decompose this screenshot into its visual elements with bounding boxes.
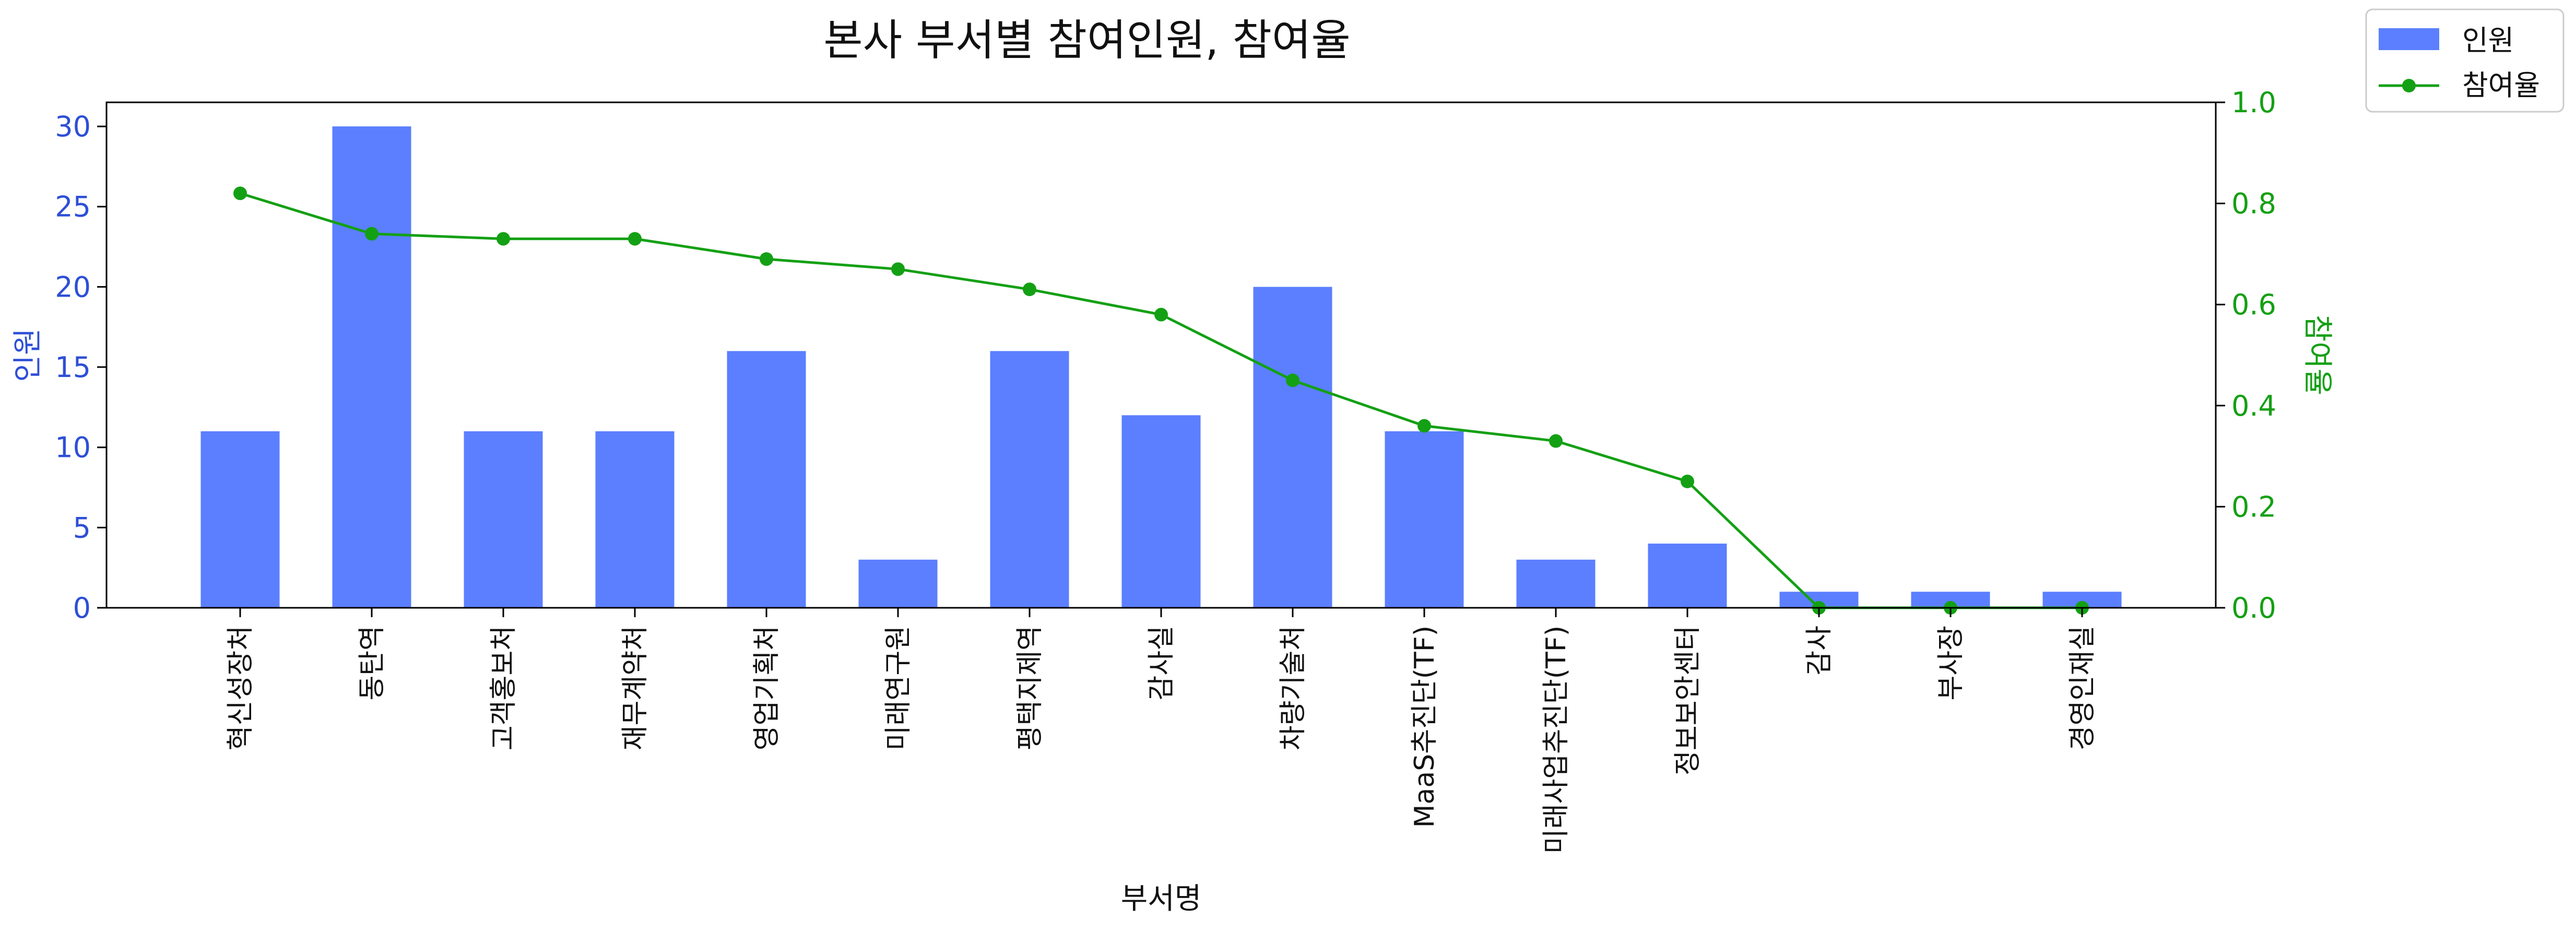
bar-5: [858, 559, 938, 608]
y-left-axis-title: 인원: [11, 328, 45, 382]
x-tick-label-13: 부사장: [1935, 626, 1967, 701]
x-tick-label-5: 미래연구원: [883, 626, 914, 750]
y-left-tick-label-0: 0: [73, 592, 91, 624]
bar-11: [1648, 544, 1727, 608]
x-axis-title: 부서명: [1121, 882, 1202, 916]
x-tick-label-8: 차량기술처: [1278, 626, 1309, 750]
bar-6: [990, 351, 1069, 608]
legend-swatch-marker: [2402, 79, 2416, 92]
line-point-1: [365, 227, 379, 241]
legend-swatch-bar: [2379, 28, 2439, 50]
line-point-9: [1417, 419, 1431, 433]
y-left-tick-label-3: 15: [55, 351, 91, 384]
line-point-0: [233, 186, 247, 201]
legend-label-bar: 인원: [2462, 24, 2514, 57]
y-left-tick-label-6: 30: [55, 110, 91, 143]
bar-1: [332, 126, 411, 608]
y-right-tick-label-0: 0.0: [2231, 592, 2276, 624]
line-point-4: [760, 252, 773, 266]
line-point-2: [497, 232, 510, 246]
y-left-tick-label-1: 5: [73, 511, 91, 544]
y-left-tick-label-5: 25: [55, 191, 91, 223]
line-point-10: [1549, 434, 1563, 448]
y-right-axis-title: 참여율: [2300, 315, 2334, 396]
x-tick-label-14: 경영인재실: [2067, 626, 2098, 750]
x-tick-label-12: 감사: [1804, 626, 1835, 676]
x-tick-label-2: 고객홍보처: [488, 626, 519, 750]
x-tick-label-6: 평택지제역: [1014, 626, 1046, 750]
y-left-tick-label-2: 10: [55, 431, 91, 464]
line-point-5: [891, 262, 905, 276]
line-point-8: [1286, 373, 1299, 387]
bar-0: [200, 431, 280, 608]
line-point-3: [628, 232, 642, 246]
x-tick-label-0: 혁신성장처: [225, 626, 256, 750]
line-point-6: [1023, 282, 1036, 297]
plot-frame: [105, 101, 2217, 609]
legend-label-line: 참여율: [2462, 69, 2540, 102]
plot-area: 0 5 10 15 20 25 30 0.0 0.2 0.4 0.6 0.8 1.0 혁신성장처 동탄역 고객…: [55, 86, 2276, 854]
y-right-tick-label-4: 0.8: [2231, 187, 2276, 220]
x-tick-label-7: 감사실: [1146, 626, 1177, 701]
x-tick-label-10: 미래사업추진단(TF): [1541, 626, 1572, 854]
bar-8: [1253, 287, 1332, 608]
bar-4: [727, 351, 806, 608]
chart-title: 본사 부서별 참여인원, 참여율: [823, 16, 1351, 65]
y-right-tick-label-2: 0.4: [2231, 390, 2276, 422]
y-left-tick-label-4: 20: [55, 270, 91, 303]
x-tick-label-11: 정보보안센터: [1672, 626, 1704, 775]
line-point-11: [1681, 475, 1694, 488]
bar-10: [1516, 559, 1596, 608]
x-tick-label-4: 영업기획처: [751, 626, 783, 750]
bar-3: [595, 431, 675, 608]
y-right-tick-label-1: 0.2: [2231, 490, 2276, 523]
line-point-7: [1154, 308, 1168, 322]
y-right-tick-label-3: 0.6: [2231, 288, 2276, 321]
y-right-tick-label-5: 1.0: [2231, 86, 2276, 119]
bar-7: [1121, 415, 1201, 608]
legend: 인원 참여율: [2365, 8, 2565, 113]
x-tick-label-3: 재무계약처: [620, 626, 651, 750]
bar-9: [1385, 431, 1464, 608]
x-tick-label-9: MaaS추진단(TF): [1409, 626, 1440, 828]
x-tick-label-1: 동탄역: [357, 626, 388, 701]
bar-2: [464, 431, 543, 608]
